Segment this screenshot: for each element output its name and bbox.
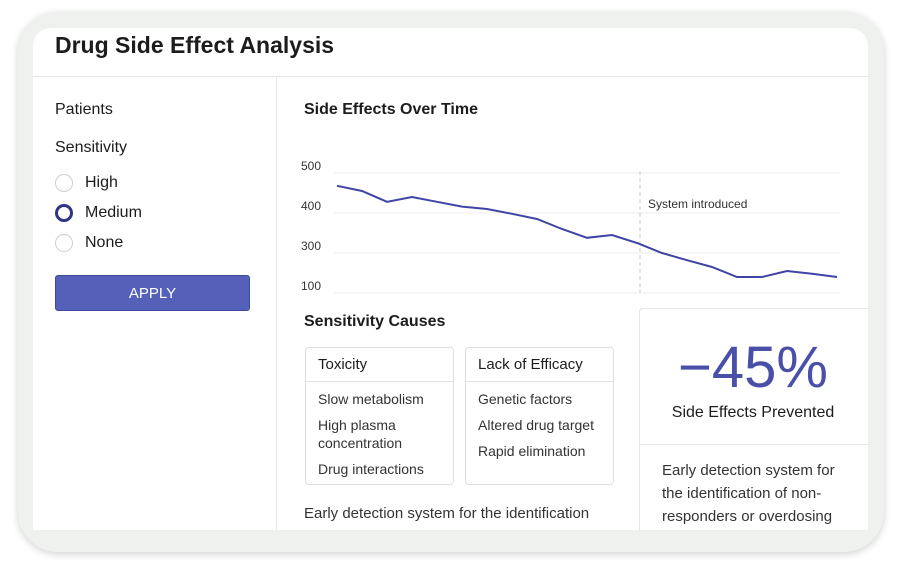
radio-label: High — [85, 174, 118, 191]
stat-value: −45% — [678, 335, 828, 400]
stat-card: −45% Side Effects Prevented Early detect… — [639, 308, 868, 530]
cause-item: High plasma concentration — [318, 417, 403, 451]
note: Early detection system for the identific… — [304, 505, 590, 522]
y-tick-label: 300 — [301, 239, 321, 253]
cause-list: Genetic factors Altered drug target Rapid … — [478, 390, 606, 468]
radio-label: Medium — [85, 204, 142, 221]
radio-circle — [55, 204, 73, 222]
cause-list: Slow metabolism High plasma concentration… — [318, 390, 446, 486]
y-tick-label: 100 — [301, 279, 321, 293]
cause-title: Lack of Efficacy — [478, 356, 583, 373]
radio-option[interactable]: None — [55, 231, 255, 255]
cause-card: Toxicity Slow metabolism High plasma conce… — [305, 347, 454, 485]
radio-option[interactable]: High — [55, 171, 255, 195]
app-card: Drug Side Effect Analysis Patients Sensi… — [33, 28, 868, 530]
divider — [306, 381, 453, 382]
cause-item: Drug interactions — [318, 461, 424, 477]
cause-card: Lack of Efficacy Genetic factors Altered d… — [465, 347, 614, 485]
section-label: Patients — [55, 101, 113, 118]
data-line — [336, 184, 838, 278]
cause-title: Toxicity — [318, 356, 368, 373]
stat-description: Early detection system for the identific… — [662, 462, 835, 525]
radio-option[interactable]: Medium — [55, 201, 255, 225]
radio-circle — [55, 234, 73, 252]
divider — [466, 381, 613, 382]
divider — [33, 76, 868, 77]
chart-title: Side Effects Over Time — [304, 101, 478, 118]
page-title: Drug Side Effect Analysis — [55, 32, 335, 58]
cause-item: Genetic factors — [478, 391, 573, 407]
cause-item: Rapid elimination — [478, 443, 586, 459]
cause-item: Slow metabolism — [318, 391, 424, 407]
section-title: Sensitivity Causes — [304, 313, 446, 330]
y-tick-label: 500 — [301, 159, 321, 173]
y-tick-label: 400 — [301, 199, 321, 213]
filter-label: Sensitivity — [55, 139, 128, 156]
annotation-label: System introduced — [648, 197, 747, 211]
cause-item: Altered drug target — [478, 417, 594, 433]
radio-label: None — [85, 234, 124, 251]
divider — [276, 76, 277, 530]
stat-label: Side Effects Prevented — [671, 404, 835, 421]
apply-button[interactable]: APPLY — [55, 275, 250, 311]
line-chart: Side Effects Over Time 500400300100JulSe… — [301, 101, 840, 294]
radio-circle — [55, 174, 73, 192]
divider — [640, 444, 868, 445]
